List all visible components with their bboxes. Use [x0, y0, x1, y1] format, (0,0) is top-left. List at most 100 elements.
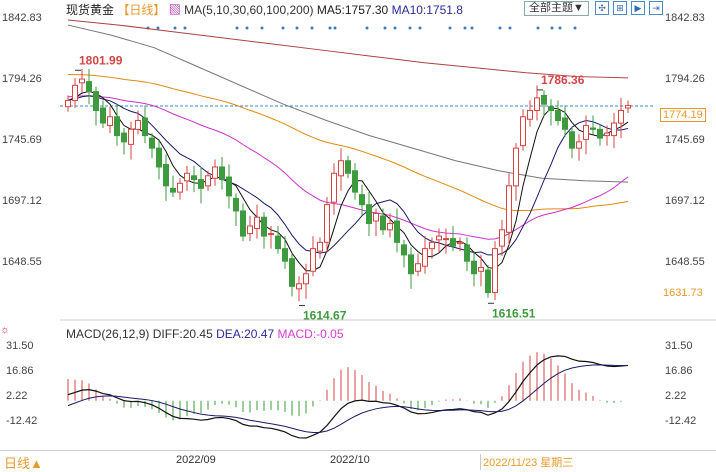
price-annotation: 1801.99 [79, 53, 123, 67]
candle-body [527, 109, 533, 120]
candle-body [555, 109, 561, 122]
candle-body [114, 116, 120, 137]
candle-body [401, 244, 407, 256]
macd-tick-left: 16.86 [6, 365, 34, 377]
price-tick-right: 1745.69 [665, 134, 705, 146]
candle-body [499, 229, 505, 247]
candle-body [618, 109, 624, 124]
event-dot [173, 26, 177, 30]
candle-body [261, 216, 267, 237]
event-dot [183, 26, 187, 30]
event-dot [235, 26, 239, 30]
candle-body [569, 131, 575, 149]
candle-body [205, 175, 211, 187]
candle-body [317, 241, 323, 252]
macd-tick-right: -12.42 [665, 415, 697, 427]
candle-body [352, 170, 358, 193]
price-annotation: 1616.51 [492, 306, 536, 320]
candle-body [534, 97, 540, 111]
candle-body [492, 248, 498, 294]
price-tick-right: 1842.83 [665, 12, 705, 24]
event-dot [393, 26, 397, 30]
event-dot [281, 26, 285, 30]
candle-body [93, 91, 99, 111]
diff-line [67, 355, 629, 439]
candle-body [65, 99, 71, 108]
candle-body [79, 78, 85, 84]
candle-body [296, 283, 302, 290]
candle-body [485, 269, 491, 294]
ma-label: MA(5,10,30,60,100,200) [184, 3, 314, 17]
candle-body [604, 132, 610, 137]
candle-body [373, 212, 379, 222]
crosshair-icon[interactable]: ✣ [595, 1, 609, 15]
candle-body [478, 266, 484, 272]
ma-chart-icon[interactable]: ▧ [168, 3, 181, 17]
zoom-in-icon[interactable]: ⊞ [613, 1, 627, 15]
diff-value: DIFF:20.45 [152, 327, 213, 341]
candle-body [289, 258, 295, 287]
candle-body [541, 94, 547, 105]
ma200-line [67, 19, 629, 79]
candle-body [345, 160, 351, 174]
candle-body [72, 84, 78, 101]
candle-body [520, 116, 526, 147]
candle-body [576, 141, 582, 149]
macd-tick-right: 31.50 [665, 339, 693, 352]
candle-body [513, 147, 519, 187]
candle-body [254, 216, 260, 230]
period-toggle[interactable]: 日线▲ [4, 456, 43, 471]
candle-body [394, 220, 400, 243]
candle-body [191, 175, 197, 181]
candle-body [436, 235, 442, 241]
ma5-value: MA5:1757.30 [316, 3, 389, 17]
candle-body [443, 238, 449, 241]
theme-button[interactable]: 全部主题▼ [524, 1, 589, 16]
ma5-line [67, 90, 629, 272]
candle-body [611, 122, 617, 137]
settings-icon[interactable]: ☼ [0, 324, 11, 336]
event-dot [536, 26, 540, 30]
candle-body [429, 241, 435, 250]
low-price-label: 1631.73 [663, 287, 703, 299]
candle-body [282, 248, 288, 262]
event-dot [260, 26, 264, 30]
price-tick-right: 1648.55 [665, 256, 705, 269]
candle-body [457, 241, 463, 245]
candle-body [331, 172, 337, 203]
candle-body [464, 244, 470, 262]
price-tick-left: 1794.26 [2, 73, 42, 85]
candle-body [163, 163, 169, 187]
macd-tick-right: 2.22 [665, 390, 687, 402]
footer-bar: 日线▲ 2022/09 2022/10 2022/11/23 星期三 [0, 450, 716, 471]
candle-body [548, 106, 554, 111]
candle-body [597, 128, 603, 139]
candle-body [268, 233, 274, 236]
candle-body [450, 238, 456, 247]
dea-line [67, 364, 629, 433]
event-dot [508, 26, 512, 30]
play-icon[interactable]: ▶ [631, 1, 645, 15]
candle-body [149, 137, 155, 149]
event-dot [408, 26, 412, 30]
event-dot [470, 26, 474, 30]
date-label: 2022/09 [176, 454, 216, 466]
candle-body [198, 179, 204, 189]
ma60-line [67, 73, 629, 212]
period-label[interactable]: 【日线】 [117, 3, 166, 17]
candle-body [240, 210, 246, 237]
current-price-tag: 1774.19 [660, 108, 706, 122]
candle-body [100, 107, 106, 124]
candle-body [366, 204, 372, 225]
next-icon[interactable]: ⇥ [649, 1, 663, 15]
candle-body [184, 172, 190, 182]
candle-body [177, 182, 183, 193]
candle-body [471, 260, 477, 275]
candle-body [219, 166, 225, 181]
ma10-value: MA10:1751.8 [391, 3, 463, 17]
macd-tick-left: 2.22 [6, 390, 28, 402]
event-dot [573, 26, 577, 30]
price-annotation: 1614.67 [303, 309, 347, 323]
candle-body [135, 120, 141, 130]
